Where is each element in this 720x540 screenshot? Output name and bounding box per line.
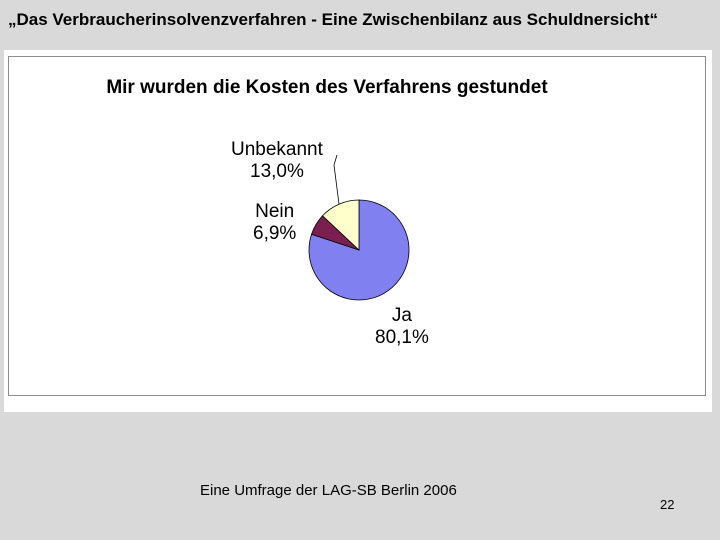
slice-label-nein: Nein 6,9% <box>253 201 296 245</box>
page-number: 22 <box>660 497 675 512</box>
chart-panel: Mir wurden die Kosten des Verfahrens ges… <box>4 50 712 412</box>
pie-chart <box>308 154 410 301</box>
slice-label-unbekannt: Unbekannt 13,0% <box>231 139 323 183</box>
chart-title: Mir wurden die Kosten des Verfahrens ges… <box>106 77 548 98</box>
slice-label-ja-percent: 80,1% <box>375 327 429 348</box>
slice-label-unbekannt-percent: 13,0% <box>250 161 304 182</box>
slice-label-nein-percent: 6,9% <box>253 223 297 244</box>
slice-label-ja: Ja 80,1% <box>375 305 429 349</box>
slide-title: „Das Verbraucherinsolvenzverfahren - Ein… <box>8 10 658 29</box>
chart-frame: Mir wurden die Kosten des Verfahrens ges… <box>8 56 706 396</box>
slice-label-nein-name: Nein <box>255 201 295 222</box>
slice-label-unbekannt-name: Unbekannt <box>231 139 323 160</box>
leader-line-unbekannt <box>333 154 340 205</box>
footer-source: Eine Umfrage der LAG-SB Berlin 2006 <box>200 482 457 499</box>
slice-label-ja-name: Ja <box>391 305 412 326</box>
pie-slice-unbekannt <box>321 199 360 251</box>
